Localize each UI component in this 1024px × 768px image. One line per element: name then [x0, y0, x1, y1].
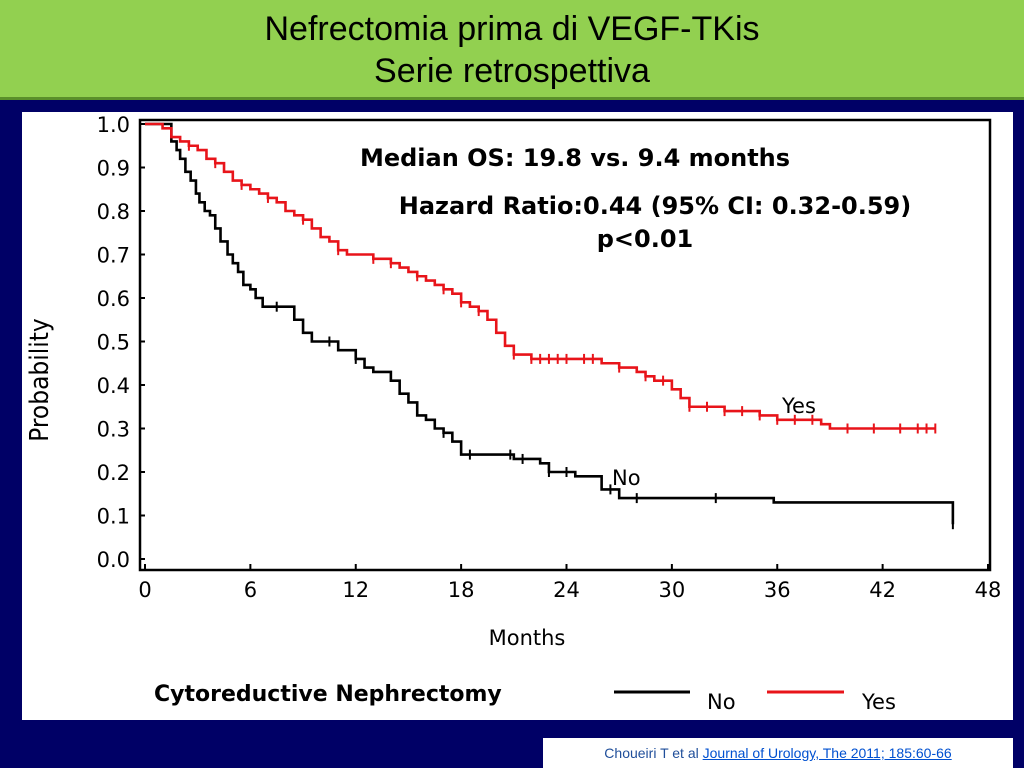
citation-journal-link[interactable]: Journal of Urology, The 2011; 185:60-66 [702, 745, 952, 761]
x-tick-label: 48 [975, 578, 1002, 602]
annotation-median-os: Median OS: 19.8 vs. 9.4 months [360, 144, 790, 172]
y-tick-label: 0.7 [97, 244, 130, 268]
x-tick-label: 36 [764, 578, 791, 602]
x-tick-labels: 0 6 12 18 24 30 36 42 48 [138, 578, 1001, 602]
series-label-yes: Yes [781, 394, 816, 418]
slide-subtitle: Serie retrospettiva [374, 52, 650, 90]
x-tick-label: 42 [869, 578, 896, 602]
y-tick-label: 0.5 [97, 331, 130, 355]
series-label-no: No [612, 466, 641, 490]
y-tick-labels: 0.0 0.1 0.2 0.3 0.4 0.5 0.6 0.7 0.8 0.9 1.0 [97, 113, 130, 572]
survival-chart: 0.0 0.1 0.2 0.3 0.4 0.5 0.6 0.7 0.8 0.9 1.0 0 6 12 18… [25, 113, 1001, 714]
y-tick-label: 0.8 [97, 200, 130, 224]
x-tick-label: 6 [244, 578, 257, 602]
slide-title: Nefrectomia prima di VEGF-TKis [264, 10, 760, 48]
chart-panel: 0.0 0.1 0.2 0.3 0.4 0.5 0.6 0.7 0.8 0.9 1.0 0 6 12 18… [22, 112, 1013, 720]
x-axis-label: Months [489, 626, 566, 650]
x-tick-label: 30 [659, 578, 686, 602]
censor-marks [187, 140, 954, 530]
series-line-no [145, 122, 955, 525]
y-tick-label: 0.3 [97, 418, 130, 442]
y-tick-label: 0.1 [97, 505, 130, 529]
legend-label-no: No [707, 690, 736, 714]
y-tick-label: 0.9 [97, 157, 130, 181]
y-tick-label: 0.4 [97, 374, 130, 398]
series-lines [145, 122, 955, 525]
annotation-p-value: p<0.01 [597, 225, 694, 253]
x-tick-label: 12 [342, 578, 369, 602]
y-tick-label: 0.2 [97, 461, 130, 485]
axis-ticks [139, 123, 989, 571]
x-tick-label: 24 [553, 578, 580, 602]
title-bar: Nefrectomia prima di VEGF-TKis Serie ret… [0, 0, 1024, 100]
x-tick-label: 0 [138, 578, 151, 602]
citation: Choueiri T et al Journal of Urology, The… [543, 738, 1013, 768]
y-tick-label: 0.6 [97, 287, 130, 311]
y-axis-label: Probability [25, 318, 55, 442]
x-tick-label: 18 [448, 578, 475, 602]
y-tick-label: 1.0 [97, 113, 130, 137]
plot-frame [138, 118, 992, 572]
legend-title: Cytoreductive Nephrectomy [154, 682, 502, 707]
y-tick-label: 0.0 [97, 548, 130, 572]
legend-label-yes: Yes [861, 690, 896, 714]
citation-authors: Choueiri T et al [604, 745, 703, 761]
annotation-hazard-ratio: Hazard Ratio:0.44 (95% CI: 0.32-0.59) [399, 192, 911, 220]
